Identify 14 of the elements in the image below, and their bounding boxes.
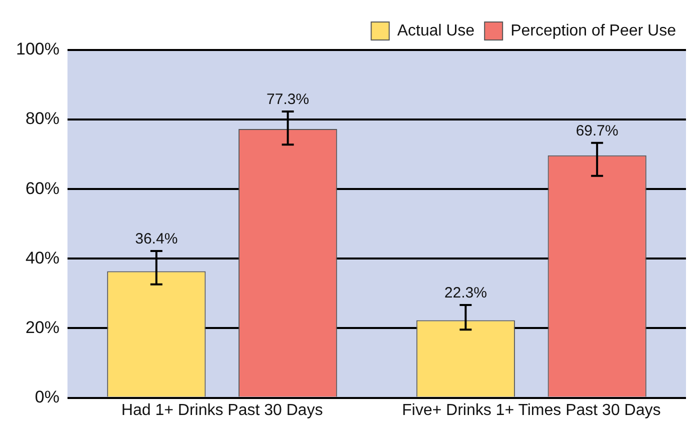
legend-label: Perception of Peer Use: [510, 22, 676, 40]
y-tick-label: 100%: [16, 40, 60, 59]
y-tick-label: 20%: [25, 318, 60, 337]
y-tick-label: 80%: [25, 109, 60, 128]
data-label: 69.7%: [576, 122, 618, 140]
data-label: 77.3%: [266, 91, 310, 108]
x-tick-label: Five+ Drinks 1+ Times Past 30 Days: [402, 402, 661, 419]
y-tick-label: 40%: [25, 248, 60, 268]
y-tick-label: 60%: [25, 178, 60, 198]
legend-label: Actual Use: [397, 22, 475, 40]
data-label: 36.4%: [135, 230, 178, 248]
x-tick-label: Had 1+ Drinks Past 30 Days: [121, 402, 323, 419]
data-label: 22.3%: [444, 284, 487, 302]
y-tick-label: 0%: [34, 387, 60, 406]
